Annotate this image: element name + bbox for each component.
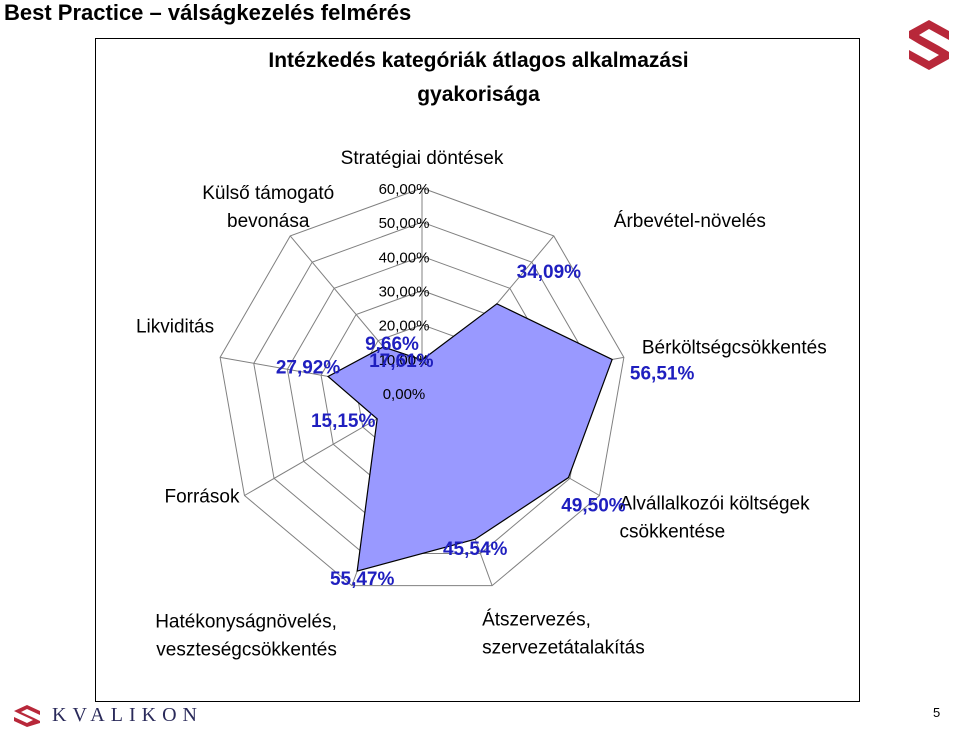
- radar-series-area: [327, 303, 613, 572]
- radar-value-label: 17,61%: [369, 351, 434, 372]
- page-number: 5: [933, 705, 941, 720]
- radar-category-label: Hatékonyságnövelés,: [155, 612, 337, 633]
- radar-category-label: Források: [164, 487, 239, 508]
- radar-tick-label: 20,00%: [379, 318, 430, 335]
- radar-value-label: 15,15%: [311, 411, 376, 432]
- radar-tick-label: 60,00%: [379, 181, 430, 198]
- chart-frame: Intézkedés kategóriák átlagos alkalmazás…: [95, 38, 860, 702]
- radar-category-label: csökkentése: [620, 522, 726, 543]
- radar-value-label: 34,09%: [517, 262, 582, 283]
- kvalikon-logo-icon: [909, 20, 949, 70]
- radar-tick-label: 50,00%: [379, 215, 430, 232]
- radar-category-label: szervezetátalakítás: [482, 638, 645, 659]
- radar-category-label: bevonása: [227, 211, 310, 232]
- radar-category-label: Stratégiai döntések: [341, 148, 504, 169]
- chart-title-line2: gyakorisága: [417, 83, 540, 106]
- radar-tick-label: 10,00%: [379, 352, 430, 369]
- radar-tick-label: 40,00%: [379, 249, 430, 266]
- slide-title: Best Practice – válságkezelés felmérés: [4, 0, 412, 25]
- radar-category-label: Alvállalkozói költségek: [620, 494, 811, 515]
- footer-brand: KVALIKON: [52, 704, 203, 726]
- radar-tick-label: 30,00%: [379, 284, 430, 301]
- radar-category-label: Átszervezés,: [482, 610, 591, 631]
- radar-value-label: 9,66%: [365, 334, 419, 355]
- radar-value-label: 49,50%: [561, 496, 626, 517]
- radar-category-label: Külső támogató: [202, 183, 334, 204]
- radar-value-label: 27,92%: [276, 357, 341, 378]
- radar-category-label: Likviditás: [136, 316, 214, 337]
- radar-tick-label: 0,00%: [383, 386, 426, 403]
- footer-logo-icon: [14, 705, 40, 727]
- radar-value-label: 45,54%: [443, 539, 508, 560]
- radar-category-label: Árbevétel-növelés: [614, 211, 766, 232]
- radar-value-label: 55,47%: [330, 569, 395, 590]
- radar-category-label: Bérköltségcsökkentés: [642, 337, 827, 358]
- radar-category-label: veszteségcsökkentés: [156, 640, 337, 661]
- chart-title: Intézkedés kategóriák átlagos alkalmazás…: [268, 49, 689, 72]
- radar-value-label: 56,51%: [630, 363, 695, 384]
- radar-grid-ring: [219, 187, 625, 587]
